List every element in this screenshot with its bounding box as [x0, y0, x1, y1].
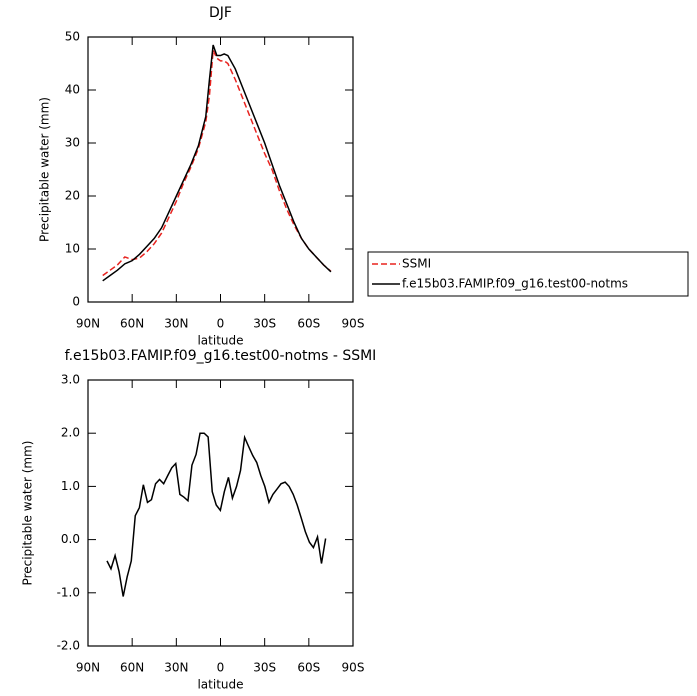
y-tick-label: 2.0: [61, 426, 80, 440]
legend-box: [367, 251, 689, 297]
plot-frame: [87, 379, 354, 647]
x-tick-label: 30N: [164, 317, 188, 331]
y-tick-label: 50: [65, 30, 80, 44]
y-tick-label: -1.0: [57, 585, 80, 599]
x-tick-label: 90S: [342, 317, 365, 331]
x-tick-label: 90S: [342, 661, 365, 675]
x-tick-label: 90N: [76, 317, 100, 331]
x-axis-label: latitude: [197, 334, 243, 348]
y-axis-label: Precipitable water (mm): [38, 97, 52, 242]
y-tick-label: 3.0: [61, 373, 80, 387]
y-tick-label: -2.0: [57, 639, 80, 653]
legend-label: f.e15b03.FAMIP.f09_g16.test00-notms: [402, 277, 628, 291]
x-tick-label: 30N: [164, 661, 188, 675]
x-tick-label: 30S: [253, 317, 276, 331]
y-tick-label: 30: [65, 136, 80, 150]
y-tick-label: 20: [65, 189, 80, 203]
y-axis-label: Precipitable water (mm): [21, 441, 35, 586]
y-tick-label: 0.0: [61, 532, 80, 546]
x-tick-label: 0: [217, 317, 225, 331]
x-tick-label: 60N: [120, 317, 144, 331]
x-tick-label: 30S: [253, 661, 276, 675]
legend-label: SSMI: [402, 257, 431, 271]
data-line: [102, 44, 332, 282]
y-tick-label: 1.0: [61, 479, 80, 493]
data-line: [106, 432, 327, 597]
data-line: [102, 47, 332, 277]
x-tick-label: 60S: [297, 661, 320, 675]
y-tick-label: 0: [72, 295, 80, 309]
y-tick-label: 10: [65, 242, 80, 256]
y-tick-label: 40: [65, 83, 80, 97]
x-tick-label: 90N: [76, 661, 100, 675]
chart-title: f.e15b03.FAMIP.f09_g16.test00-notms - SS…: [65, 348, 377, 364]
chart-title: DJF: [209, 5, 232, 21]
x-axis-label: latitude: [197, 678, 243, 692]
x-tick-label: 60N: [120, 661, 144, 675]
x-tick-label: 60S: [297, 317, 320, 331]
x-tick-label: 0: [217, 661, 225, 675]
